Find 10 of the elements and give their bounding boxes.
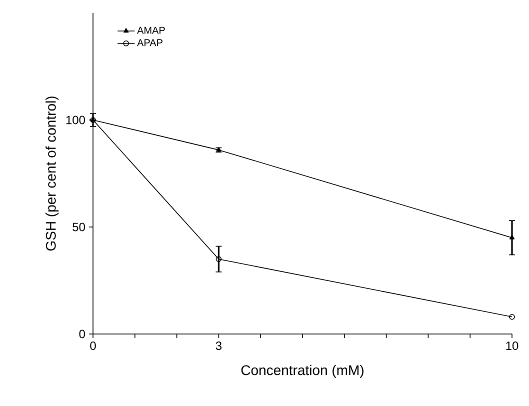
x-tick-label: 3	[216, 342, 222, 350]
x-axis-title: Concentration (mM)	[241, 364, 364, 378]
y-tick-label: 0	[79, 330, 86, 338]
y-tick-label: 50	[72, 222, 86, 232]
x-tick-label: 0	[90, 342, 96, 350]
y-tick-label: 100	[66, 116, 86, 124]
legend-label: AMAP	[137, 26, 165, 34]
x-tick-label: 10	[506, 342, 518, 350]
legend-label: APAP	[137, 39, 162, 46]
y-axis-title: GSH (per cent of control)	[46, 96, 59, 251]
